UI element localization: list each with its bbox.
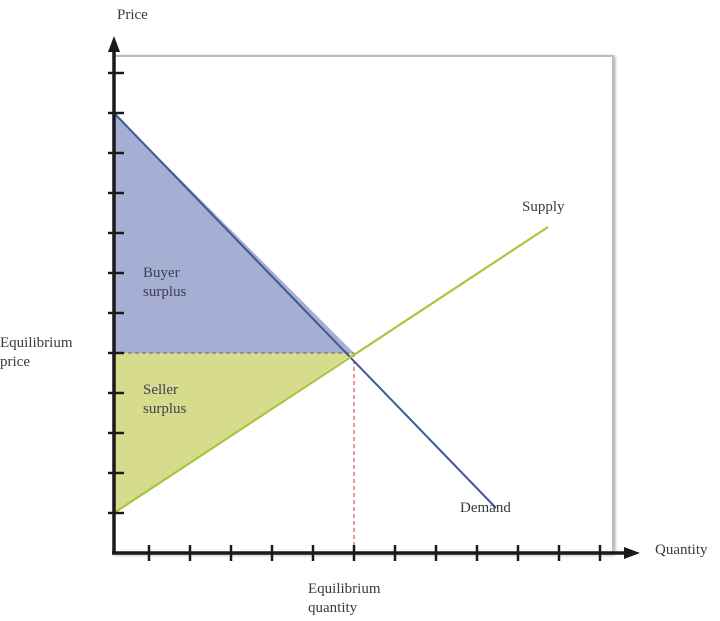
buyer-surplus-label: Buyer surplus [143,264,186,302]
buyer-surplus-line1: Buyer [143,265,180,281]
equilibrium-quantity-line1: Equilibrium [308,581,381,597]
supply-curve [113,226,549,514]
equilibrium-quantity-label: Equilibrium quantity [308,580,381,618]
x-axis-arrow [624,547,640,559]
buyer-surplus-area [114,113,354,353]
buyer-surplus-line2: surplus [143,284,187,300]
supply-label: Supply [522,199,565,215]
x-axis-label: Quantity [655,542,708,558]
equilibrium-quantity-line2: quantity [308,600,358,616]
demand-label: Demand [460,500,511,516]
y-axis-label: Price [117,7,148,23]
seller-surplus-line2: surplus [143,401,187,417]
demand-curve [113,112,497,509]
equilibrium-price-line2: price [0,354,30,370]
seller-surplus-label: Seller surplus [143,381,186,419]
y-axis-arrow [108,36,120,52]
seller-surplus-line1: Seller [143,382,178,398]
equilibrium-price-label: Equilibrium price [0,334,73,372]
equilibrium-price-line1: Equilibrium [0,335,73,351]
